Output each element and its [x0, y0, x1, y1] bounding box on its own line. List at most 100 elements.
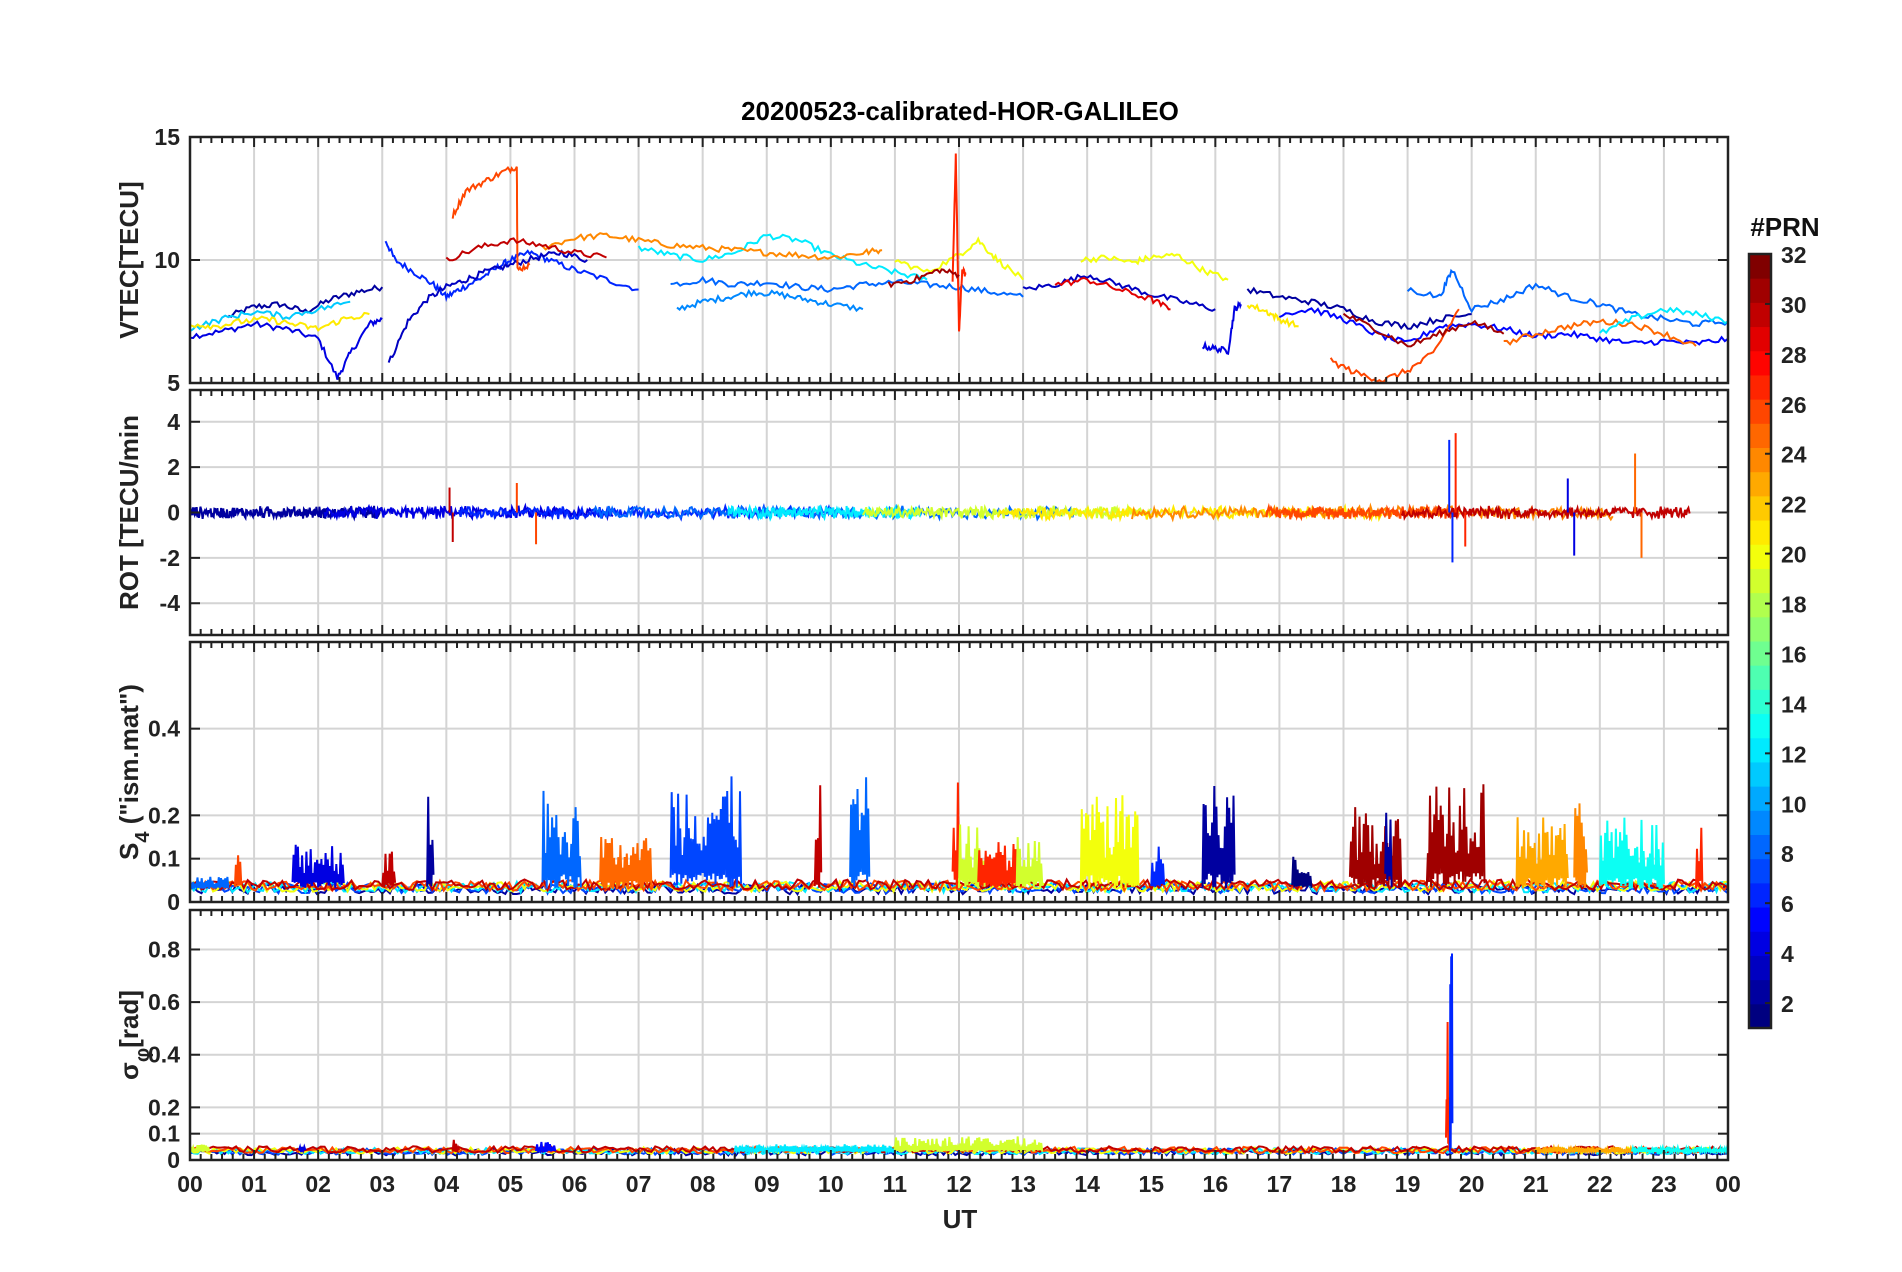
s4-burst-prn-8	[190, 876, 230, 891]
x-tick-label: 00	[1715, 1171, 1741, 1197]
colorbar-title: #PRN	[1750, 212, 1819, 242]
vtec-series-prn-26	[451, 165, 531, 272]
x-tick-label: 05	[498, 1171, 524, 1197]
vtec-series-prn-4	[190, 317, 383, 380]
s4-burst-prn-27	[977, 842, 1018, 888]
s4-burst-prn-24	[1573, 803, 1588, 889]
x-tick-label: 11	[883, 1171, 908, 1197]
vtec-series-prn-26	[1329, 308, 1460, 383]
colorbar-segment	[1749, 979, 1771, 1005]
colorbar-tick-label: 6	[1781, 891, 1794, 917]
x-tick-label: 02	[305, 1171, 331, 1197]
x-tick-label: 09	[754, 1171, 780, 1197]
s4-burst-prn-2	[426, 796, 435, 887]
colorbar-tick-label: 16	[1781, 641, 1807, 667]
colorbar-tick-label: 24	[1781, 442, 1807, 468]
s4-burst-prn-26	[233, 855, 243, 887]
colorbar-segment	[1749, 568, 1771, 594]
y-tick-label: 2	[167, 454, 180, 480]
colorbar-segment	[1749, 399, 1771, 424]
vtec-series-prn-3	[1022, 273, 1216, 312]
x-tick-label: 20	[1459, 1171, 1485, 1197]
chart-title: 20200523-calibrated-HOR-GALILEO	[741, 96, 1179, 126]
colorbar-segment	[1749, 326, 1771, 352]
colorbar-segment	[1749, 374, 1771, 400]
vtec-series-prn-11	[190, 300, 351, 333]
sigma-panel: 00.10.2 0.4 0.6 0.8 σφ[rad]	[114, 908, 1730, 1173]
y-tick-label: 0	[167, 1147, 180, 1173]
s4-burst-prn-2	[1384, 812, 1393, 888]
sigma-burst-prn-6	[1448, 953, 1454, 1153]
s4-burst-prn-6	[1150, 846, 1166, 887]
vtec-y-axis-label: VTEC[TECU]	[114, 181, 144, 338]
x-tick-label: 04	[434, 1171, 460, 1197]
x-tick-label: 13	[1010, 1171, 1036, 1197]
y-tick-label: 0.6	[148, 989, 180, 1015]
s4-burst-prn-30	[813, 785, 823, 888]
sigma-burst-prn-4	[297, 1143, 307, 1155]
x-axis-label: UT	[943, 1204, 978, 1234]
x-tick-label: 03	[369, 1171, 395, 1197]
vtec-series-prn-12	[1599, 306, 1728, 335]
s4-y-axis-label: S4 ("ism.mat")	[114, 684, 154, 860]
colorbar-tick-label: 2	[1781, 991, 1794, 1017]
x-axis-ticks: 00 01 02 03 04 05 06 07 08 09 10 11 12 13 14 15 16 17 18 19…	[177, 1171, 1741, 1197]
colorbar-segment	[1749, 955, 1771, 981]
vtec-series-prn-6	[384, 240, 639, 303]
colorbar-tick-label: 18	[1781, 592, 1807, 618]
vtec-series-prn-30	[445, 237, 607, 262]
s4-burst-prn-27	[951, 782, 960, 889]
colorbar-tick-label: 14	[1781, 691, 1807, 717]
sigma-y-axis-label: σφ[rad]	[114, 990, 154, 1080]
colorbar-tick-label: 8	[1781, 841, 1794, 867]
s4-panel: 0 0.1 0.2 0.4S4 ("ism.mat")	[114, 640, 1730, 915]
s4-burst-prn-31	[1348, 807, 1403, 889]
y-tick-label: 0.8	[148, 936, 180, 962]
colorbar-segment	[1749, 616, 1771, 642]
rot-panel: -4 -2 0 2 4 ROT [TECU/min	[114, 388, 1730, 637]
vtec-series-prn-29	[1054, 276, 1171, 311]
vtec-series-prn-2	[227, 284, 384, 319]
vtec-series-prn-9	[676, 288, 864, 313]
colorbar-segment	[1749, 786, 1771, 811]
s4-baseline-prn-26	[190, 878, 1728, 893]
y-tick-label: 0.1	[148, 1121, 180, 1147]
sigma-burst-prn-5	[535, 1141, 557, 1155]
vtec-series-prn-31	[887, 268, 960, 289]
vtec-series-prn-12	[637, 233, 928, 282]
vtec-panel: 5 10 15 VTEC[TECU]	[114, 124, 1730, 396]
x-tick-label: 17	[1267, 1171, 1293, 1197]
vtec-series-prn-20	[1080, 252, 1229, 282]
x-tick-label: 16	[1203, 1171, 1229, 1197]
sigma-burst-prn-13	[1630, 1143, 1728, 1156]
rot-series-prn-26	[1265, 502, 1460, 522]
y-tick-label: 5	[167, 370, 180, 396]
x-tick-label: 08	[690, 1171, 716, 1197]
s4-burst-prn-25	[599, 836, 653, 889]
colorbar-frame	[1747, 252, 1773, 1030]
x-tick-label: 00	[177, 1171, 203, 1197]
s4-burst-prn-4	[291, 844, 345, 888]
rot-y-axis-label: ROT [TECU/min	[114, 415, 144, 610]
colorbar-segment	[1749, 834, 1771, 860]
colorbar-tick-label: 30	[1781, 292, 1807, 318]
s4-burst-prn-8	[541, 790, 582, 889]
colorbar-tick-label: 26	[1781, 392, 1807, 418]
sigma-burst-prn-23	[1534, 1143, 1633, 1156]
y-tick-label: 0.4	[148, 716, 180, 742]
colorbar-segment	[1749, 423, 1771, 448]
y-tick-label: 4	[167, 409, 180, 435]
colorbar-segment	[1749, 689, 1771, 715]
y-tick-label: 0.1	[148, 846, 180, 872]
y-tick-label: 0.4	[148, 1042, 180, 1068]
x-tick-label: 18	[1331, 1171, 1357, 1197]
sigma-burst-prn-27	[1445, 1021, 1451, 1152]
colorbar-segment	[1749, 737, 1771, 763]
vtec-series-prn-8	[1406, 268, 1728, 328]
vtec-series-prn-31	[1342, 312, 1505, 348]
y-tick-label: 0	[167, 889, 180, 915]
colorbar-segment	[1749, 495, 1771, 521]
s4-burst-prn-1	[1291, 856, 1313, 889]
vtec-series-prn-24	[541, 232, 883, 261]
vtec-series-prn-21	[190, 311, 370, 332]
